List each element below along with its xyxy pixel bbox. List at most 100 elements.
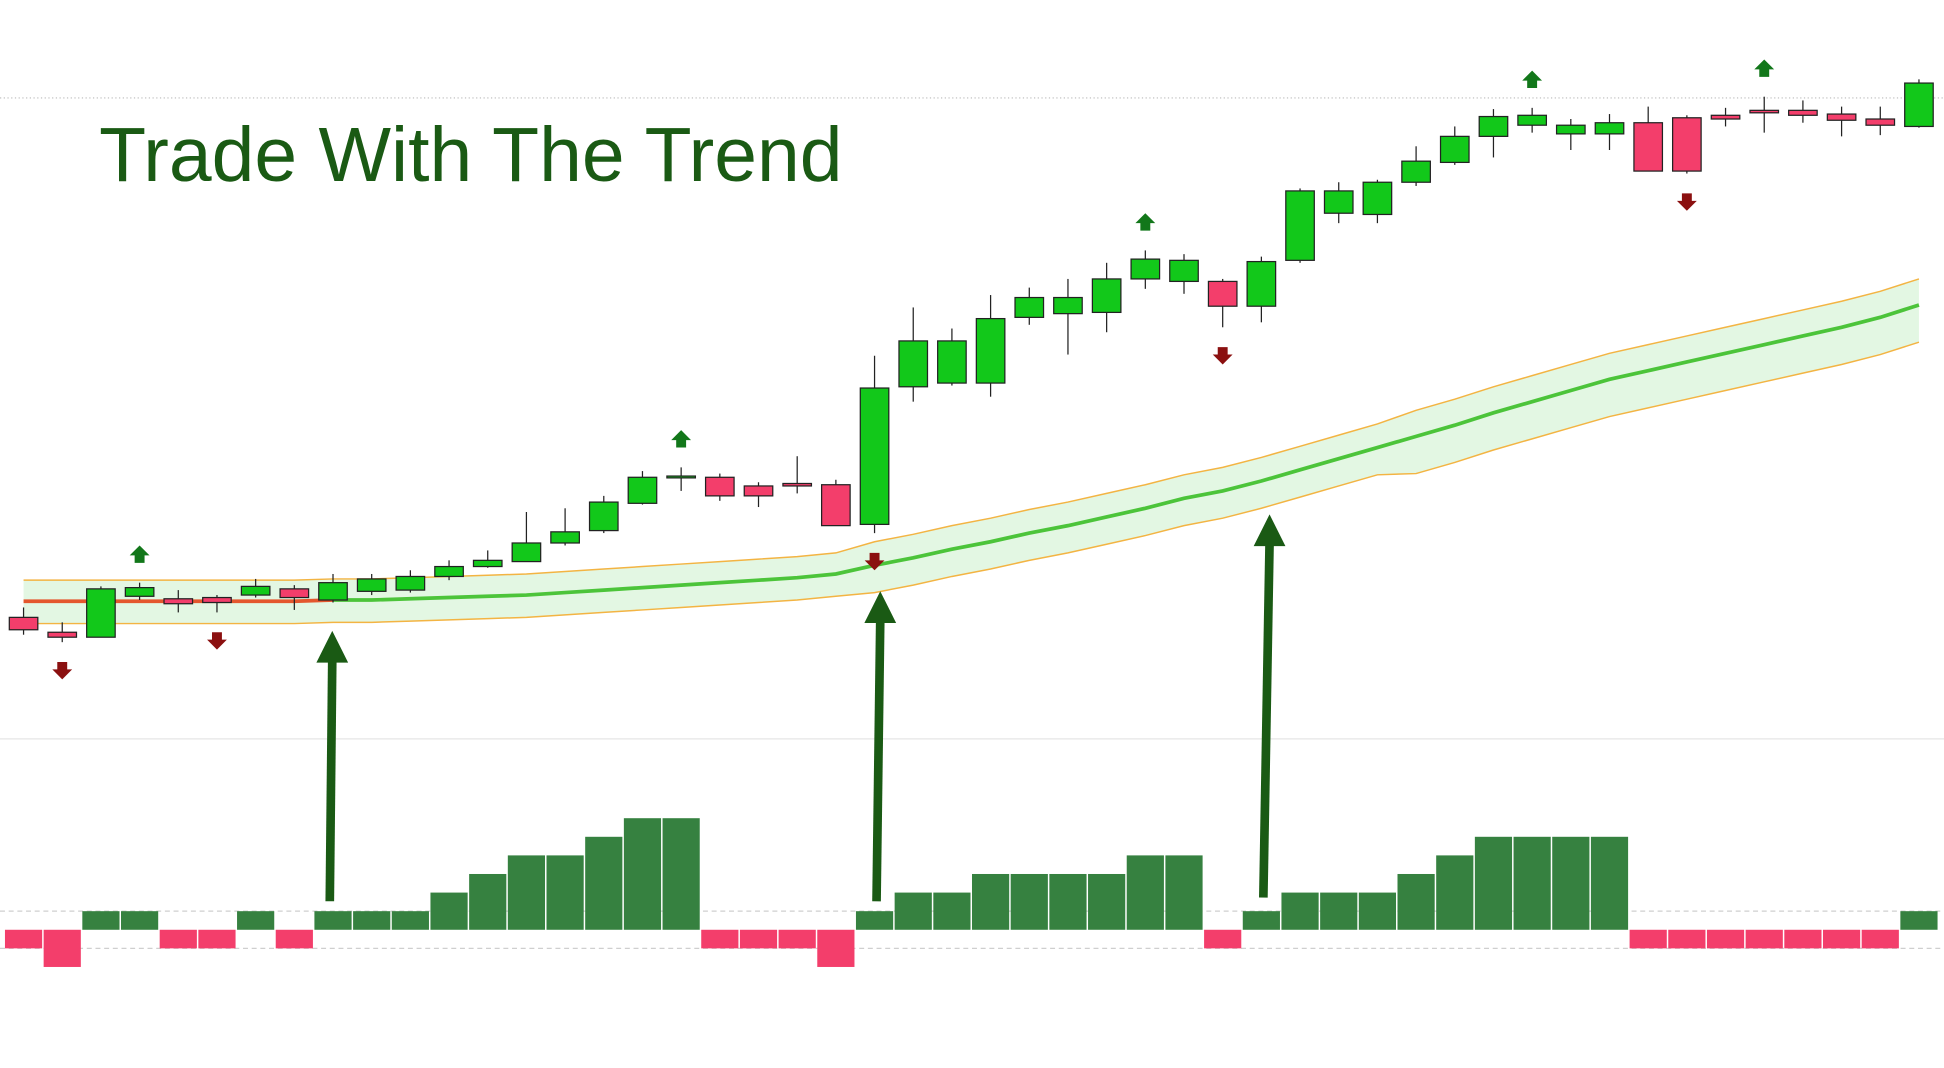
histogram-bar xyxy=(1126,855,1164,930)
histogram-bar xyxy=(1822,929,1861,949)
histogram-bar xyxy=(1358,892,1397,930)
histogram-bar xyxy=(1668,929,1706,949)
histogram-bar xyxy=(237,911,275,930)
arrow-head xyxy=(864,591,897,623)
candle-body xyxy=(1517,114,1548,126)
histogram-bar xyxy=(159,929,197,949)
candle-body xyxy=(47,631,78,638)
plot xyxy=(0,59,1944,967)
candle-body xyxy=(1788,109,1818,116)
candle-body xyxy=(1091,278,1122,314)
candle-body xyxy=(1130,258,1161,280)
candle-body xyxy=(743,485,774,497)
annotation-arrow xyxy=(872,619,885,902)
candle-body xyxy=(588,501,619,532)
candle-body xyxy=(511,542,542,563)
candle-body xyxy=(8,616,39,631)
candle-body xyxy=(1246,260,1277,307)
histogram-bar xyxy=(546,855,584,930)
histogram-bar xyxy=(623,818,662,930)
candle-body xyxy=(163,598,194,605)
histogram-bar xyxy=(894,892,932,930)
moving-average xyxy=(333,303,1920,602)
histogram-bar xyxy=(1900,911,1938,930)
histogram-bar xyxy=(1745,929,1783,949)
candle-body xyxy=(1014,296,1045,318)
candle-body xyxy=(666,475,697,479)
histogram-bar xyxy=(585,836,623,930)
candle-body xyxy=(1401,160,1431,183)
histogram-bar xyxy=(43,929,81,967)
histogram-bar xyxy=(4,929,43,949)
histogram-bar xyxy=(1397,873,1435,930)
histogram-bar xyxy=(1784,929,1822,949)
candle-body xyxy=(704,476,735,497)
candle-body xyxy=(859,387,890,526)
band-line xyxy=(23,278,1920,581)
candle-body xyxy=(1478,115,1509,137)
annotation-arrow xyxy=(325,659,337,902)
histogram-bar xyxy=(198,929,236,949)
histogram-bar xyxy=(933,892,971,930)
histogram-bar xyxy=(1513,836,1551,930)
candle-body xyxy=(1285,190,1315,261)
candle-body xyxy=(1826,113,1857,121)
histogram-bar xyxy=(1281,892,1319,930)
candle-body xyxy=(1169,259,1199,283)
histogram-bar xyxy=(1320,892,1358,930)
histogram-bar xyxy=(662,818,700,930)
candle-body xyxy=(1671,117,1702,172)
candle-body xyxy=(202,596,232,604)
candle-body xyxy=(782,482,813,487)
histogram-bar xyxy=(430,892,468,930)
candle-body xyxy=(1594,122,1625,135)
candle-body xyxy=(434,565,464,578)
candle-body xyxy=(937,340,967,384)
histogram-bar xyxy=(972,873,1010,930)
candle-body xyxy=(395,575,426,591)
histogram-bar xyxy=(469,873,507,930)
histogram-bar xyxy=(1165,855,1203,930)
histogram-bar xyxy=(1436,855,1474,930)
histogram-bar xyxy=(1049,873,1087,930)
histogram-bar xyxy=(1474,836,1513,930)
histogram-bar xyxy=(1010,873,1048,930)
histogram-bar xyxy=(314,911,352,930)
candle-body xyxy=(627,476,658,504)
candle-body xyxy=(1323,190,1354,214)
candle-body xyxy=(1207,280,1238,307)
candle-body xyxy=(86,588,116,638)
candle-body xyxy=(898,340,929,388)
histogram-bar xyxy=(275,929,313,949)
buy-signal xyxy=(129,545,150,563)
chart-title: Trade With The Trend xyxy=(99,112,842,198)
candle-body xyxy=(1865,118,1896,126)
histogram-bar xyxy=(353,911,391,930)
candle-body xyxy=(1749,109,1780,114)
annotation-arrows xyxy=(316,514,1286,902)
histogram-bar xyxy=(778,929,816,949)
histogram-bar xyxy=(1242,911,1280,930)
sell-signal xyxy=(1676,193,1697,211)
buy-signal xyxy=(671,430,692,448)
candle-body xyxy=(1053,296,1083,315)
candle-body xyxy=(356,578,387,592)
band-fill xyxy=(23,278,1919,624)
candle-body xyxy=(240,585,271,596)
buy-signal xyxy=(1135,213,1156,231)
candle-body xyxy=(1633,122,1664,172)
histogram-bar xyxy=(1629,929,1667,949)
sell-signal xyxy=(207,632,227,650)
candle-body xyxy=(820,484,851,527)
histogram-bar xyxy=(1590,836,1629,930)
histogram-bar xyxy=(1861,929,1899,949)
histogram-bar xyxy=(1552,836,1590,930)
histogram-bar xyxy=(817,929,855,967)
histogram-bar xyxy=(855,911,894,930)
histogram-bar xyxy=(1204,929,1242,949)
candle-body xyxy=(1439,135,1470,164)
histogram-bar xyxy=(391,911,429,930)
arrow-head xyxy=(316,630,349,663)
candle-body xyxy=(1362,181,1393,216)
band-line xyxy=(23,341,1920,625)
